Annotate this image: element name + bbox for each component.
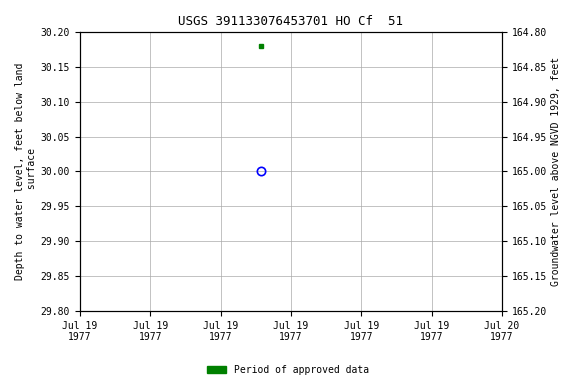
Legend: Period of approved data: Period of approved data [203,361,373,379]
Y-axis label: Depth to water level, feet below land
 surface: Depth to water level, feet below land su… [15,63,37,280]
Title: USGS 391133076453701 HO Cf  51: USGS 391133076453701 HO Cf 51 [179,15,403,28]
Y-axis label: Groundwater level above NGVD 1929, feet: Groundwater level above NGVD 1929, feet [551,57,561,286]
